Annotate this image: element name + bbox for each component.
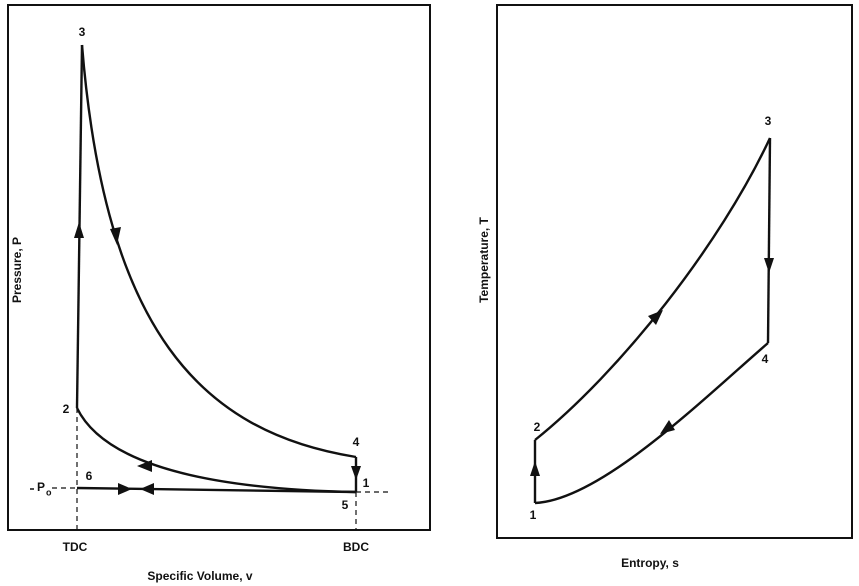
diagram: 3 2 4 1 5 6 P o TDC BDC Specific Volume,… [0, 0, 859, 586]
point-label: 4 [762, 352, 769, 366]
point-label: 3 [79, 25, 86, 39]
p0-label: P [37, 480, 45, 494]
point-label: 5 [342, 498, 349, 512]
arrow [74, 222, 84, 238]
y-axis-label: Temperature, T [477, 216, 491, 302]
expansion-line [768, 138, 770, 343]
y-axis-label: Pressure, P [10, 237, 24, 303]
arrow [764, 258, 774, 273]
arrow [351, 466, 361, 480]
ts-frame [497, 5, 852, 538]
arrow [660, 420, 675, 434]
tdc-label: TDC [63, 540, 88, 554]
x-axis-label: Entropy, s [621, 556, 679, 570]
pv-frame [8, 5, 430, 530]
x-axis-label: Specific Volume, v [147, 569, 252, 583]
point-label: 2 [534, 420, 541, 434]
expansion-curve [82, 45, 356, 457]
arrow [530, 461, 540, 476]
point-label: 4 [353, 435, 360, 449]
point-label: 1 [363, 476, 370, 490]
compression-curve [77, 408, 356, 492]
point-label: 3 [765, 114, 772, 128]
arrow [140, 483, 154, 495]
point-label: 2 [63, 402, 70, 416]
point-label: 1 [530, 508, 537, 522]
bdc-label: BDC [343, 540, 369, 554]
p0-subscript: o [46, 487, 52, 497]
arrow [118, 483, 132, 495]
point-label: 6 [86, 469, 93, 483]
heat-addition-curve [535, 138, 770, 440]
arrow [110, 227, 121, 245]
heat-rejection-curve [535, 343, 768, 503]
